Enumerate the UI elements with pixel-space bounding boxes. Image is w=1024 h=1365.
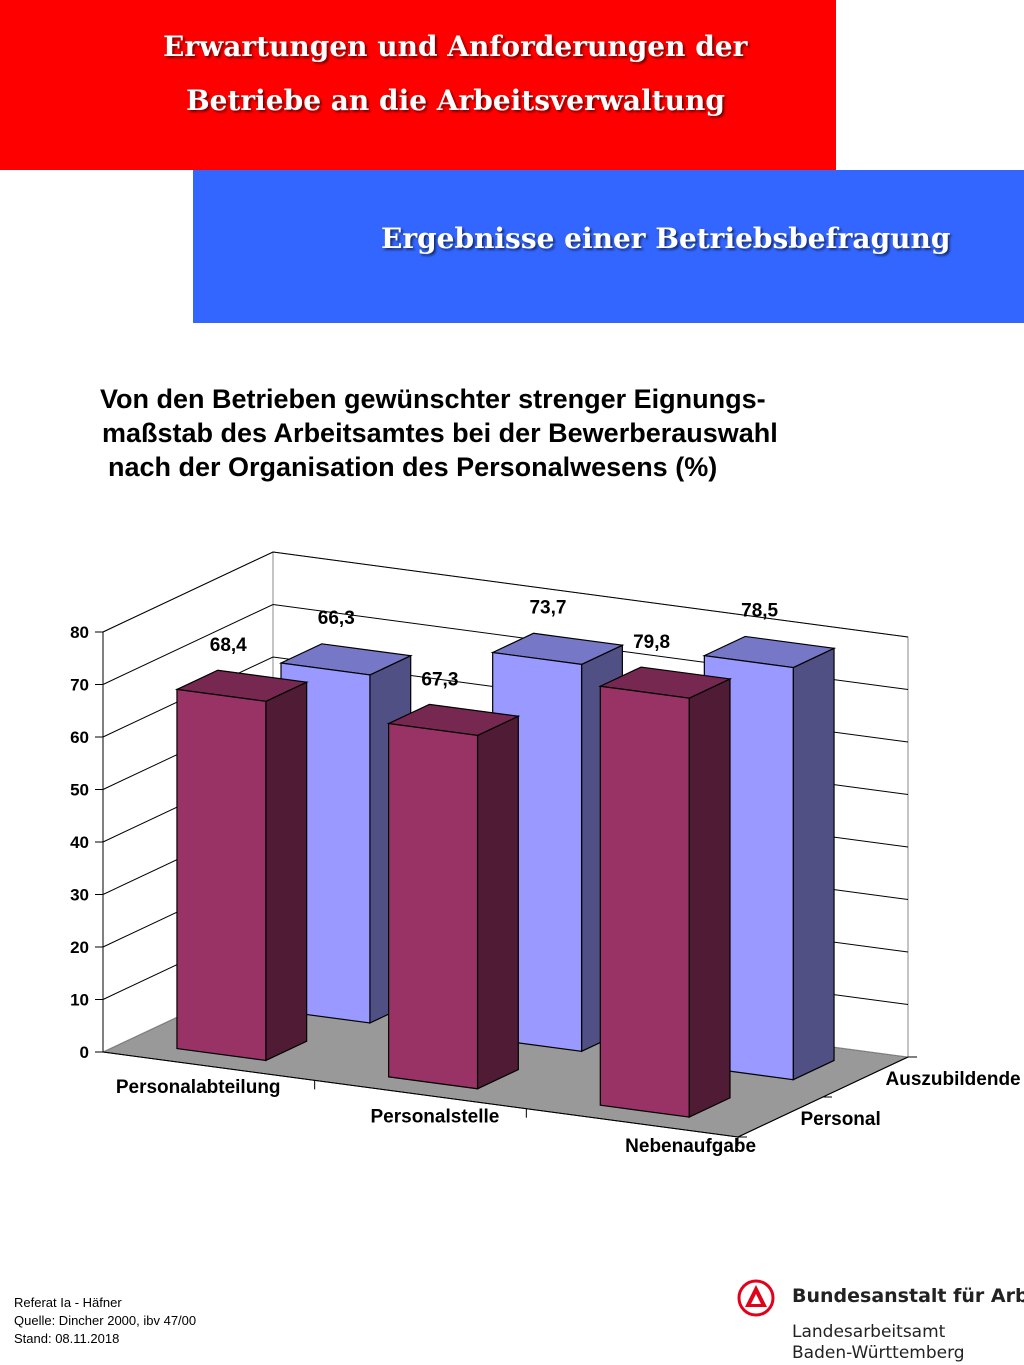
bar-side-face bbox=[688, 678, 731, 1119]
y-tick-label: 50 bbox=[70, 781, 89, 800]
series-depth-label: Personal bbox=[801, 1109, 881, 1130]
y-tick-label: 40 bbox=[70, 833, 89, 852]
data-value-label: 79,8 bbox=[633, 632, 670, 653]
footer-date: Stand: 08.11.2018 bbox=[14, 1331, 120, 1346]
chart-title-line1: Von den Betrieben gewünschter strenger E… bbox=[100, 384, 766, 414]
subtitle-banner: Ergebnisse einer Betriebsbefragung bbox=[193, 170, 1024, 323]
chart-title-line3: nach der Organisation des Personalwesens… bbox=[108, 452, 718, 482]
data-value-label: 78,5 bbox=[741, 600, 778, 621]
bar-front-face bbox=[599, 685, 690, 1118]
footer-department: Referat Ia - Häfner bbox=[14, 1295, 122, 1310]
series-depth-label: Auszubildende bbox=[886, 1069, 1021, 1090]
logo-suborg-line1: Landesarbeitsamt bbox=[792, 1322, 946, 1342]
agency-logo-icon bbox=[737, 1279, 775, 1317]
bar-side-face bbox=[792, 647, 835, 1081]
bar-front-face bbox=[176, 688, 267, 1062]
banner-subtitle: Ergebnisse einer Betriebsbefragung bbox=[381, 222, 951, 255]
data-value-label: 67,3 bbox=[421, 669, 458, 690]
y-tick-label: 60 bbox=[70, 728, 89, 747]
bar-side-face bbox=[265, 681, 308, 1062]
footer-info: Referat Ia - Häfner Quelle: Dincher 2000… bbox=[14, 1294, 196, 1348]
data-value-label: 68,4 bbox=[210, 635, 247, 656]
gridline bbox=[102, 551, 909, 638]
chart-title-line2: maßstab des Arbeitsamtes bei der Bewerbe… bbox=[102, 418, 778, 448]
data-value-label: 66,3 bbox=[318, 608, 355, 629]
bar-chart-3d: 0 10 20 30 40 50 60 70 80 Personalabteilung Person… bbox=[70, 551, 1021, 1157]
x-category-label: Personalstelle bbox=[371, 1107, 500, 1128]
x-axis bbox=[102, 1051, 739, 1138]
y-tick-label: 10 bbox=[70, 991, 89, 1010]
y-tick-label: 20 bbox=[70, 938, 89, 957]
bar-side-face bbox=[476, 715, 519, 1090]
y-tick-label: 0 bbox=[80, 1043, 89, 1062]
y-tick-label: 70 bbox=[70, 676, 89, 695]
title-banner: Erwartungen und Anforderungen der Betrie… bbox=[0, 0, 836, 170]
banner-title-line1: Erwartungen und Anforderungen der bbox=[163, 30, 748, 63]
x-category-label: Nebenaufgabe bbox=[625, 1136, 756, 1157]
data-value-label: 73,7 bbox=[529, 597, 566, 618]
x-category-label: Personalabteilung bbox=[116, 1077, 281, 1098]
y-tick-label: 30 bbox=[70, 886, 89, 905]
banner-title-line2: Betriebe an die Arbeitsverwaltung bbox=[186, 84, 725, 117]
y-tick-label: 80 bbox=[70, 623, 89, 642]
logo-suborg: Landesarbeitsamt Baden-Württemberg bbox=[792, 1322, 965, 1364]
logo-org-name: Bundesanstalt für Arbeit bbox=[792, 1285, 1024, 1307]
footer-source: Quelle: Dincher 2000, ibv 47/00 bbox=[14, 1313, 197, 1328]
chart-title: Von den Betrieben gewünschter strenger E… bbox=[100, 382, 778, 484]
bar-front-face bbox=[388, 722, 479, 1090]
agency-logo: Bundesanstalt für Arbeit Landesarbeitsam… bbox=[736, 1278, 1024, 1365]
logo-suborg-line2: Baden-Württemberg bbox=[792, 1343, 965, 1363]
gridline bbox=[102, 603, 909, 690]
